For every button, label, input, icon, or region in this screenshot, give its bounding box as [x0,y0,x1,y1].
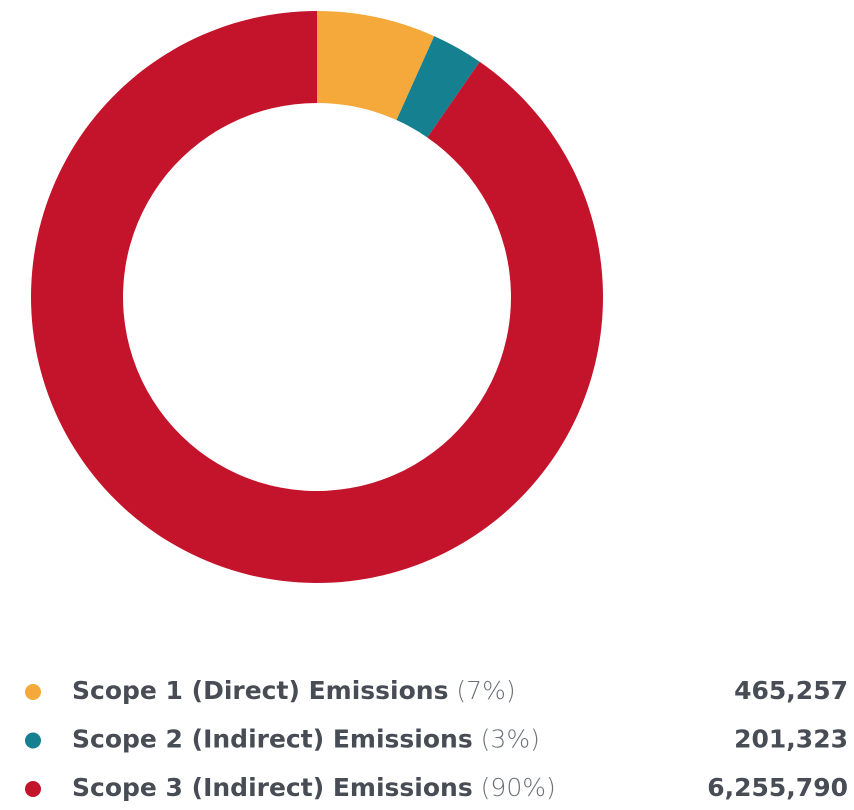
legend-dot [25,732,41,749]
legend-percent: (7%) [456,676,515,705]
legend-dot [25,781,41,797]
legend-percent: (90%) [481,773,556,802]
legend-name: Scope 3 (Indirect) Emissions [72,773,473,802]
legend-percent: (3%) [481,725,540,754]
legend-label: Scope 1 (Direct) Emissions (7%) [72,676,516,705]
legend-value: 465,257 [734,676,848,705]
legend-value: 6,255,790 [707,773,848,802]
legend-label: Scope 3 (Indirect) Emissions (90%) [72,773,556,802]
legend-value: 201,323 [734,725,848,754]
donut-slice [30,11,603,583]
legend-label: Scope 2 (Indirect) Emissions (3%) [72,725,540,754]
legend-name: Scope 2 (Indirect) Emissions [72,725,473,754]
legend-name: Scope 1 (Direct) Emissions [72,676,448,705]
legend-dot [25,684,41,700]
donut-slice [396,36,480,138]
donut-slice [317,11,435,121]
